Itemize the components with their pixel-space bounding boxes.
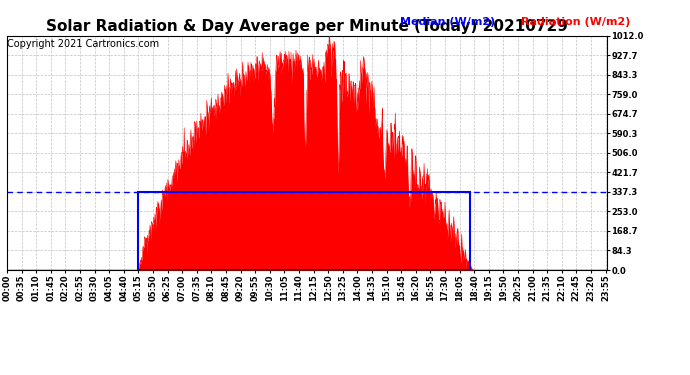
Bar	[138, 192, 470, 270]
Text: Median (W/m2): Median (W/m2)	[400, 17, 495, 27]
Text: Copyright 2021 Cartronics.com: Copyright 2021 Cartronics.com	[7, 39, 159, 50]
Text: Radiation (W/m2): Radiation (W/m2)	[521, 17, 631, 27]
Title: Solar Radiation & Day Average per Minute (Today) 20210729: Solar Radiation & Day Average per Minute…	[46, 20, 568, 34]
